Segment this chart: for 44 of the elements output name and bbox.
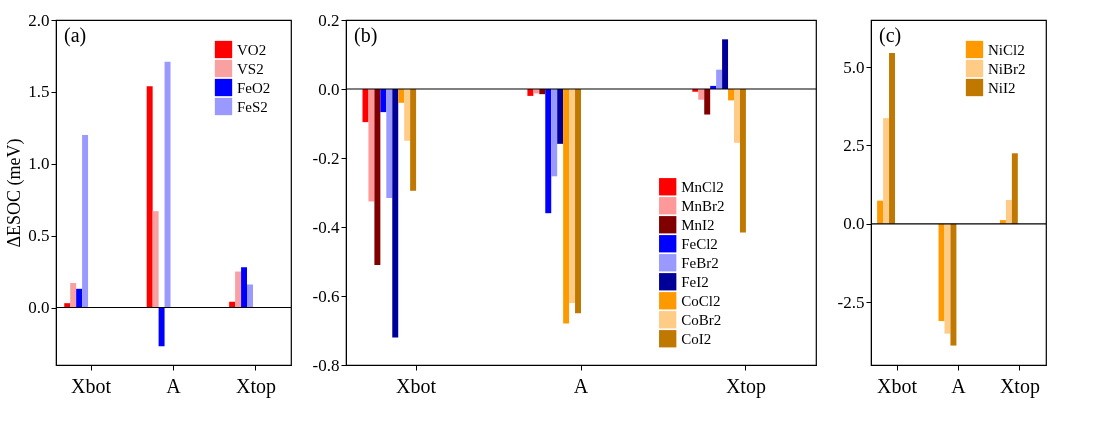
y-tick-label: 2.0 [28,10,50,30]
legend-label: MnBr2 [681,197,725,214]
legend-label: FeO2 [237,79,271,96]
x-tick-label: A [573,374,589,397]
y-tick-label: -0.2 [312,148,340,168]
y-tick-label: -2.5 [837,292,865,312]
legend-label: FeBr2 [681,254,719,271]
legend-label: CoBr2 [681,311,722,328]
y-tick-label: -0.6 [312,286,340,306]
y-tick-label: 0.0 [843,214,865,234]
legend-label: FeCl2 [681,235,718,252]
y-tick-label: 0.0 [318,79,340,99]
x-tick-label: Xbot [396,374,437,397]
y-tick-label: -0.8 [312,355,340,375]
y-tick-label: 1.0 [28,154,50,174]
x-tick-label: Xbot [877,374,918,397]
annotation: (b) [354,24,378,47]
legend-label: FeI2 [681,273,709,290]
x-tick-label: A [166,374,182,397]
legend-label: NiBr2 [988,60,1026,77]
legend-label: NiCl2 [988,41,1025,58]
legend-label: VS2 [237,60,264,77]
legend-label: FeS2 [237,98,268,115]
y-tick-label: 5.0 [843,57,865,77]
legend-label: CoI2 [681,330,712,347]
y-tick-label: 0.0 [28,298,50,317]
x-tick-label: Xtop [235,374,276,398]
legend-label: VO2 [237,41,267,58]
y-tick-label: 0.2 [318,10,340,30]
legend-label: MnI2 [681,216,715,233]
x-tick-label: Xbot [71,374,112,397]
x-tick-label: Xtop [999,374,1040,398]
y-tick-label: -0.4 [312,217,340,237]
annotation: (c) [879,24,902,47]
legend-label: NiI2 [988,79,1016,96]
annotation: (a) [64,24,87,47]
y-tick-label: 0.5 [28,226,50,246]
y-tick-label: 1.5 [28,82,50,102]
y-tick-label: 2.5 [843,135,865,155]
legend-label: CoCl2 [681,292,721,309]
x-tick-label: A [951,374,967,397]
x-tick-label: Xtop [725,374,766,398]
legend-label: MnCl2 [681,178,724,195]
y-axis-title: ΔESOC (meV) [4,138,26,248]
